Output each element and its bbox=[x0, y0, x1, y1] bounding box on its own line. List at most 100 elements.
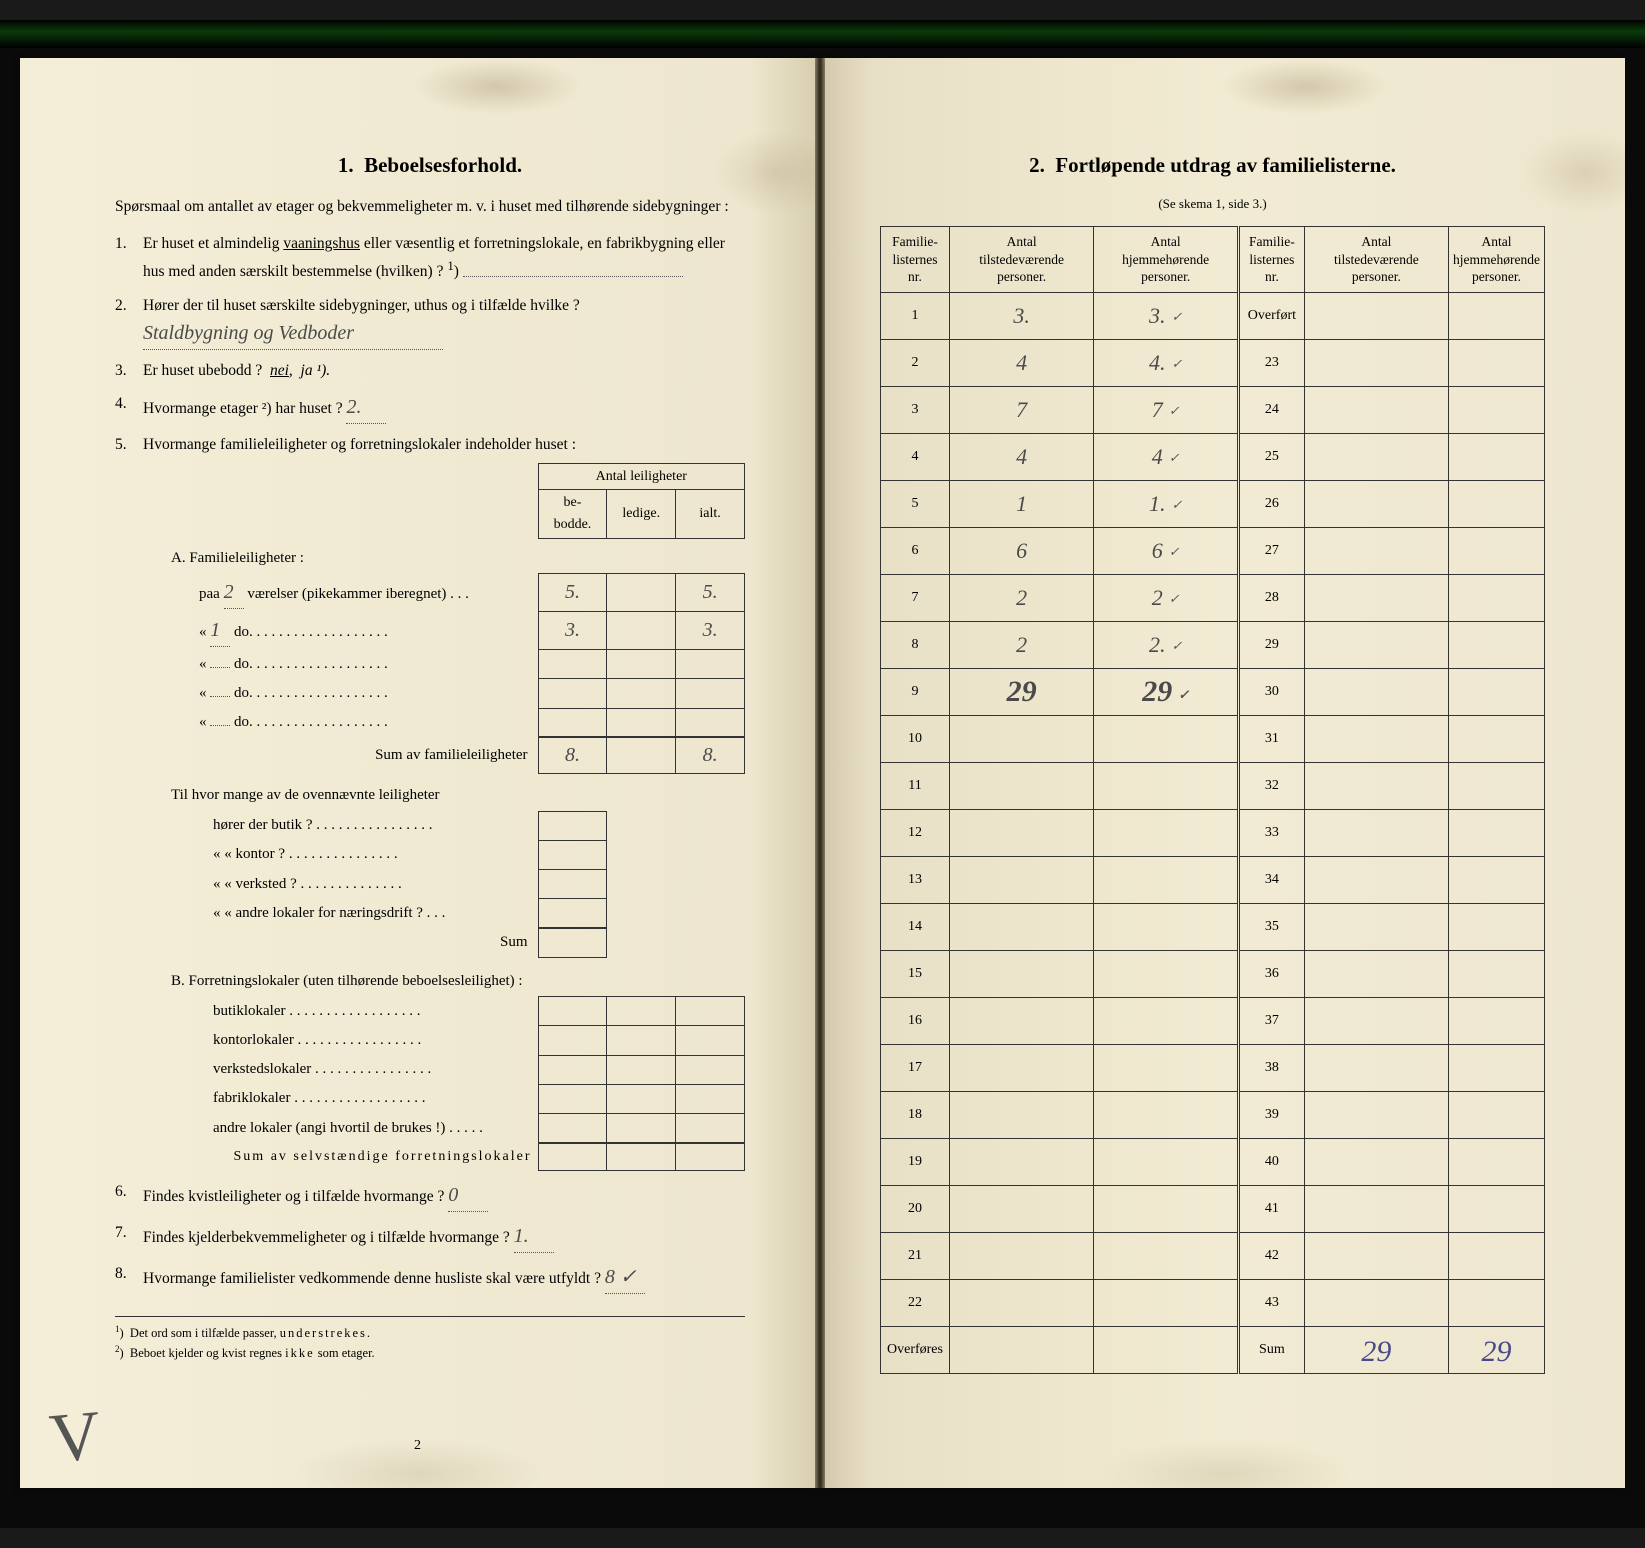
big-b1: 4 bbox=[1094, 433, 1239, 480]
big-a1: 3. bbox=[949, 292, 1093, 339]
A-title: A. Familieleiligheter : bbox=[171, 538, 745, 573]
big-n2: Sum bbox=[1239, 1326, 1305, 1373]
big-th: Antalhjemmehørendepersoner. bbox=[1094, 227, 1239, 293]
big-n2: 40 bbox=[1239, 1138, 1305, 1185]
big-n1: 20 bbox=[881, 1185, 950, 1232]
family-table: Familie-listernesnr.Antaltilstedeværende… bbox=[880, 226, 1545, 1374]
big-n1: 18 bbox=[881, 1091, 950, 1138]
mini-row: paa 2 værelser (pikekammer iberegnet) . … bbox=[171, 574, 745, 612]
A-sum-i: 8. bbox=[676, 737, 745, 774]
mini-val-l bbox=[607, 708, 676, 737]
big-b2 bbox=[1449, 668, 1545, 715]
big-b2 bbox=[1449, 809, 1545, 856]
big-n2: 33 bbox=[1239, 809, 1305, 856]
big-a2 bbox=[1304, 292, 1448, 339]
mini-h3: ialt. bbox=[676, 490, 745, 538]
q3-nei: nei bbox=[270, 362, 289, 379]
big-a2 bbox=[1304, 433, 1448, 480]
big-n2: 26 bbox=[1239, 480, 1305, 527]
mini-B-row: butiklokaler . . . . . . . . . . . . . .… bbox=[171, 997, 745, 1026]
big-a2 bbox=[1304, 1044, 1448, 1091]
mini-extra-row: hører der butik ? . . . . . . . . . . . … bbox=[171, 811, 745, 840]
mini-val-b: 3. bbox=[538, 612, 607, 650]
fn2: 2) Beboet kjelder og kvist regnes ikke s… bbox=[115, 1343, 745, 1363]
big-row: 1738 bbox=[881, 1044, 1545, 1091]
big-row: 37724 bbox=[881, 386, 1545, 433]
big-row: 1233 bbox=[881, 809, 1545, 856]
big-b2 bbox=[1449, 762, 1545, 809]
big-n1: 16 bbox=[881, 997, 950, 1044]
q4: Hvormange etager ²) har huset ? 2. bbox=[115, 392, 745, 424]
big-a2 bbox=[1304, 668, 1448, 715]
mini-extra-row: « « andre lokaler for næringsdrift ? . .… bbox=[171, 899, 745, 928]
big-a2 bbox=[1304, 386, 1448, 433]
big-n2: 34 bbox=[1239, 856, 1305, 903]
mini-row: « 1 do. . . . . . . . . . . . . . . . . … bbox=[171, 612, 745, 650]
big-n2: 43 bbox=[1239, 1279, 1305, 1326]
q1-underlined: vaaningshus bbox=[283, 235, 360, 252]
mini-val-l bbox=[607, 612, 676, 650]
q1: Er huset et almindelig vaaningshus eller… bbox=[115, 232, 745, 284]
big-n2: 31 bbox=[1239, 715, 1305, 762]
big-row: 2142 bbox=[881, 1232, 1545, 1279]
mini-row: « do. . . . . . . . . . . . . . . . . . … bbox=[171, 650, 745, 679]
big-n2: 23 bbox=[1239, 339, 1305, 386]
big-a1: 2 bbox=[949, 574, 1093, 621]
big-b1 bbox=[1094, 997, 1239, 1044]
mini-val-b bbox=[538, 679, 607, 708]
big-a2 bbox=[1304, 715, 1448, 762]
big-a2 bbox=[1304, 621, 1448, 668]
big-b2 bbox=[1449, 386, 1545, 433]
page-left: 1. Beboelsesforhold. Spørsmaal om antall… bbox=[20, 58, 815, 1488]
mini-val-i bbox=[676, 650, 745, 679]
big-n2: 39 bbox=[1239, 1091, 1305, 1138]
mini-row-label: « do. . . . . . . . . . . . . . . . . . … bbox=[171, 708, 538, 737]
A-sum-b: 8. bbox=[538, 737, 607, 774]
big-a2 bbox=[1304, 339, 1448, 386]
big-a1 bbox=[949, 856, 1093, 903]
mini-val-b: 5. bbox=[538, 574, 607, 612]
mini-B-row: kontorlokaler . . . . . . . . . . . . . … bbox=[171, 1026, 745, 1055]
mini-val-i bbox=[676, 708, 745, 737]
big-b1 bbox=[1094, 1138, 1239, 1185]
A-extra-label: Til hvor mange av de ovennævnte leilighe… bbox=[171, 774, 745, 811]
big-n2: 25 bbox=[1239, 433, 1305, 480]
scan-wrapper: 1. Beboelsesforhold. Spørsmaal om antall… bbox=[0, 20, 1645, 1528]
big-n2: 32 bbox=[1239, 762, 1305, 809]
big-b1: 1. bbox=[1094, 480, 1239, 527]
big-b1 bbox=[1094, 809, 1239, 856]
big-a2 bbox=[1304, 1185, 1448, 1232]
big-row: 22 43 bbox=[881, 1279, 1545, 1326]
big-n2: 35 bbox=[1239, 903, 1305, 950]
big-n1: Overføres bbox=[881, 1326, 950, 1373]
big-n2: 38 bbox=[1239, 1044, 1305, 1091]
big-n2: 42 bbox=[1239, 1232, 1305, 1279]
big-n1: 13 bbox=[881, 856, 950, 903]
big-a1 bbox=[949, 1326, 1093, 1373]
mini-val-i bbox=[676, 679, 745, 708]
big-row: 1637 bbox=[881, 997, 1545, 1044]
q5: Hvormange familieleiligheter og forretni… bbox=[115, 433, 745, 1171]
right-subtitle: (Se skema 1, side 3.) bbox=[880, 196, 1545, 212]
big-b2 bbox=[1449, 1279, 1545, 1326]
big-n1: 22 bbox=[881, 1279, 950, 1326]
big-a1: 4 bbox=[949, 433, 1093, 480]
big-a1 bbox=[949, 809, 1093, 856]
big-b1: 4. bbox=[1094, 339, 1239, 386]
mini-row-label: paa 2 værelser (pikekammer iberegnet) . … bbox=[171, 574, 538, 612]
fn1: 1) Det ord som i tilfælde passer, unders… bbox=[115, 1323, 745, 1343]
big-b2 bbox=[1449, 950, 1545, 997]
big-b1 bbox=[1094, 1091, 1239, 1138]
big-n1: 10 bbox=[881, 715, 950, 762]
big-n1: 14 bbox=[881, 903, 950, 950]
mini-B-row: verkstedslokaler . . . . . . . . . . . .… bbox=[171, 1055, 745, 1084]
book-spine bbox=[815, 58, 825, 1488]
A-extra-sum: Sum bbox=[171, 928, 538, 957]
big-b2 bbox=[1449, 574, 1545, 621]
big-b1: 2. bbox=[1094, 621, 1239, 668]
big-b2 bbox=[1449, 1044, 1545, 1091]
big-a1: 2 bbox=[949, 621, 1093, 668]
big-a1 bbox=[949, 1138, 1093, 1185]
big-n2: 29 bbox=[1239, 621, 1305, 668]
big-a1: 4 bbox=[949, 339, 1093, 386]
